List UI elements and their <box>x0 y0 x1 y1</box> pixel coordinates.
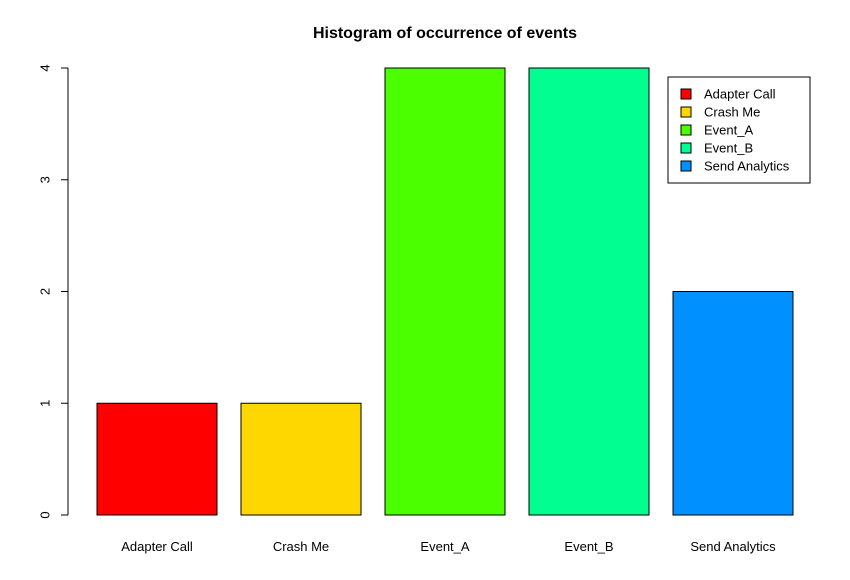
legend-swatch <box>680 142 692 154</box>
legend-entry-label: Send Analytics <box>704 159 790 174</box>
bar <box>96 402 218 516</box>
chart-title: Histogram of occurrence of events <box>313 25 577 42</box>
y-tick-label: 2 <box>38 288 53 295</box>
y-tick-label: 1 <box>38 400 53 407</box>
x-tick-label: Adapter Call <box>121 539 193 554</box>
legend-entry-label: Event_A <box>704 123 753 138</box>
y-tick-label: 3 <box>38 176 53 183</box>
x-tick-label: Event_A <box>420 539 469 554</box>
x-tick-label: Event_B <box>564 539 613 554</box>
x-axis-labels: Adapter Call Crash Me Event_A Event_B Send A… <box>121 539 776 554</box>
y-axis: 0 1 2 3 4 <box>38 64 69 519</box>
x-tick-label: Crash Me <box>273 539 329 554</box>
bar <box>528 67 650 516</box>
legend-entry-label: Adapter Call <box>704 87 776 102</box>
legend-swatch <box>680 106 692 118</box>
bar <box>384 67 506 516</box>
y-tick-label: 4 <box>38 64 53 71</box>
bar <box>240 402 362 516</box>
bars-group <box>96 67 794 516</box>
y-tick-label: 0 <box>38 511 53 518</box>
x-tick-label: Send Analytics <box>690 539 776 554</box>
legend-box <box>667 76 811 184</box>
legend-swatch <box>680 88 692 100</box>
legend-entry-label: Event_B <box>704 141 753 156</box>
bar <box>672 291 794 516</box>
legend-swatch <box>680 124 692 136</box>
legend-swatch <box>680 160 692 172</box>
legend-entry-label: Crash Me <box>704 105 760 120</box>
legend: Adapter Call Crash Me Event_A Event_B Send A… <box>667 76 811 184</box>
